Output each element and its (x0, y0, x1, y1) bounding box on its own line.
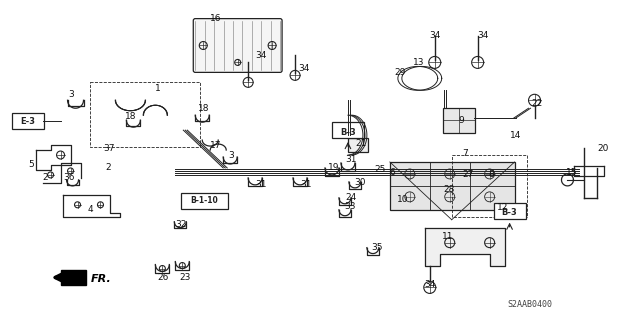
FancyBboxPatch shape (493, 203, 525, 219)
Text: 33: 33 (344, 202, 355, 211)
Text: 3: 3 (68, 90, 74, 99)
Text: 18: 18 (125, 112, 137, 121)
Text: 35: 35 (371, 243, 382, 252)
Text: E-3: E-3 (20, 117, 35, 126)
Text: 11: 11 (442, 232, 453, 241)
Text: 4: 4 (88, 205, 93, 214)
Text: 14: 14 (509, 130, 521, 140)
Text: 2: 2 (43, 174, 48, 182)
Text: 29: 29 (395, 68, 406, 77)
Bar (443, 108, 475, 133)
Text: 34: 34 (425, 280, 436, 289)
Text: 13: 13 (413, 58, 424, 67)
FancyBboxPatch shape (193, 19, 282, 72)
Text: S2AAB0400: S2AAB0400 (507, 300, 552, 309)
Text: 1: 1 (156, 84, 161, 93)
Text: 2: 2 (106, 163, 111, 173)
Text: 31: 31 (300, 180, 312, 189)
Text: 37: 37 (104, 144, 115, 152)
Text: 20: 20 (597, 144, 609, 152)
Text: B-3: B-3 (340, 128, 356, 137)
Polygon shape (425, 228, 504, 265)
Text: B-1-10: B-1-10 (190, 196, 218, 205)
Bar (90, 82, 200, 147)
Polygon shape (61, 270, 86, 286)
Bar (348, 138, 368, 152)
Text: 15: 15 (566, 168, 577, 177)
Bar (452, 155, 527, 217)
Text: 24: 24 (345, 193, 356, 202)
Text: 34: 34 (298, 64, 309, 73)
Text: 28: 28 (444, 185, 455, 194)
FancyBboxPatch shape (12, 113, 44, 129)
Text: 6: 6 (390, 168, 396, 177)
FancyBboxPatch shape (332, 122, 364, 138)
Text: 34: 34 (477, 31, 489, 40)
Text: 30: 30 (354, 178, 365, 187)
Text: 26: 26 (157, 273, 169, 282)
Text: 25: 25 (374, 166, 385, 174)
Text: B-3: B-3 (502, 208, 518, 217)
Text: 10: 10 (397, 195, 408, 204)
Text: 21: 21 (355, 138, 366, 148)
Text: 34: 34 (255, 51, 266, 60)
FancyBboxPatch shape (181, 193, 228, 209)
Text: 31: 31 (255, 180, 267, 189)
Text: 34: 34 (430, 31, 441, 40)
Text: 5: 5 (29, 160, 35, 169)
Text: 27: 27 (463, 170, 474, 179)
Text: 17: 17 (210, 141, 221, 150)
Text: 32: 32 (175, 220, 187, 229)
Bar (390, 162, 515, 210)
Text: 8: 8 (488, 170, 494, 179)
Text: 36: 36 (63, 174, 75, 182)
Text: 22: 22 (532, 99, 543, 108)
Text: 3: 3 (228, 151, 234, 160)
Text: 9: 9 (459, 116, 465, 125)
Text: FR.: FR. (90, 274, 111, 285)
Text: 7: 7 (463, 149, 468, 158)
Text: 31: 31 (345, 155, 356, 165)
Text: 16: 16 (210, 14, 221, 23)
Text: 23: 23 (179, 273, 191, 282)
Text: 12: 12 (497, 203, 508, 212)
Text: 18: 18 (198, 104, 210, 113)
Text: 19: 19 (328, 163, 339, 173)
